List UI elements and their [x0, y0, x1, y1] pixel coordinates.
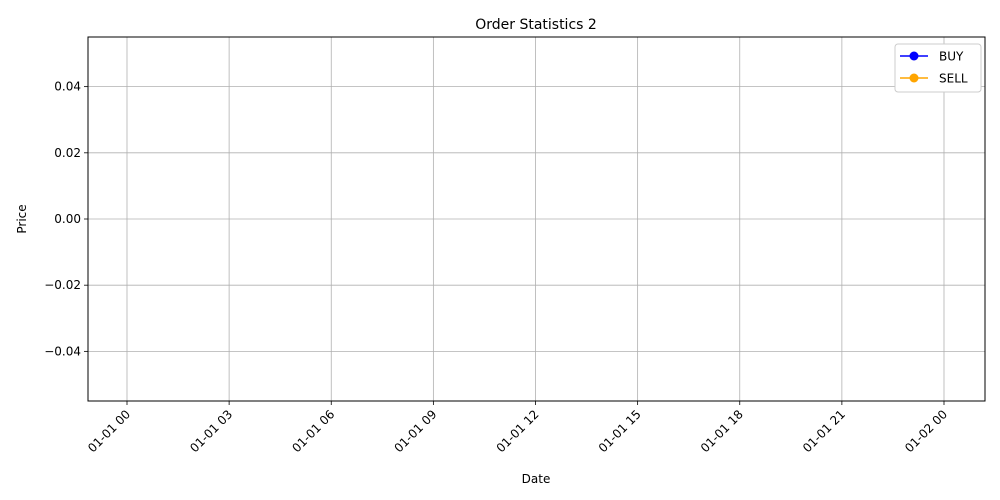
x-tick-label: 01-01 09	[391, 407, 439, 455]
legend-entry-buy: BUY	[900, 50, 964, 64]
x-tick-label: 01-02 00	[902, 407, 950, 455]
y-tick-label: 0.00	[54, 212, 81, 226]
y-axis-ticks: 0.04 0.02 0.00 −0.02 −0.04	[44, 80, 88, 358]
y-axis-label: Price	[15, 204, 29, 233]
legend-marker-buy	[909, 51, 919, 61]
x-tick-label: 01-01 18	[698, 407, 746, 455]
y-tick-label: −0.02	[44, 278, 81, 292]
y-tick-label: 0.04	[54, 80, 81, 94]
y-tick-label: −0.04	[44, 344, 81, 358]
x-axis-ticks: 01-01 00 01-01 03 01-01 06 01-01 09 01-01 12…	[85, 401, 950, 455]
x-tick-label: 01-01 15	[596, 407, 644, 455]
chart-title: Order Statistics 2	[475, 17, 597, 33]
legend: BUY SELL	[894, 43, 982, 93]
y-tick-label: 0.02	[54, 146, 81, 160]
legend-label-sell: SELL	[939, 72, 968, 86]
legend-entry-sell: SELL	[900, 72, 968, 86]
grid-lines	[88, 37, 985, 401]
legend-marker-sell	[909, 73, 919, 83]
x-tick-label: 01-01 06	[289, 407, 337, 455]
legend-box	[894, 43, 982, 93]
x-tick-label: 01-01 00	[85, 407, 133, 455]
x-tick-label: 01-01 03	[187, 407, 235, 455]
x-axis-label: Date	[522, 472, 551, 486]
x-tick-label: 01-01 21	[800, 407, 848, 455]
x-tick-label: 01-01 12	[494, 407, 542, 455]
legend-label-buy: BUY	[939, 50, 964, 64]
